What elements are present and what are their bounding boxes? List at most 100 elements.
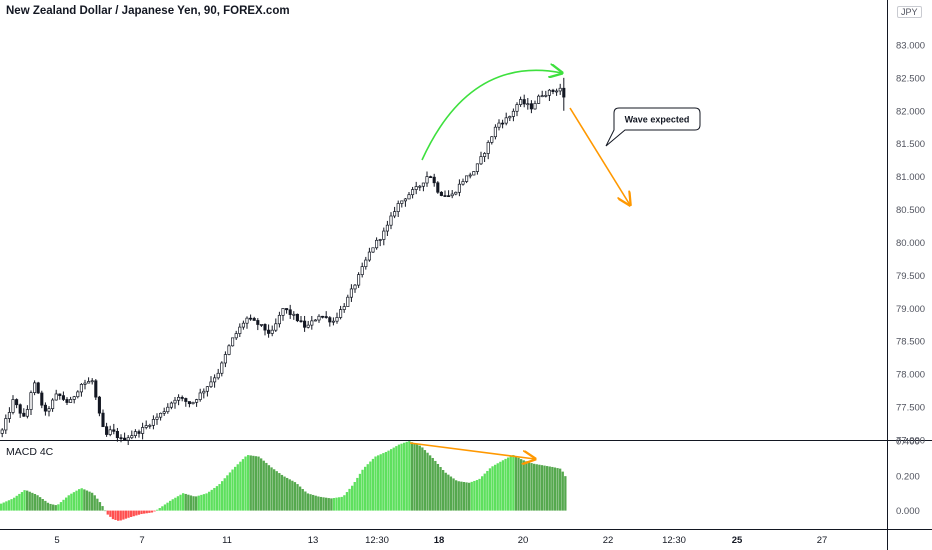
macd-bar <box>148 510 151 513</box>
macd-bar <box>418 445 421 511</box>
macd-bar <box>535 464 538 511</box>
macd-bar <box>267 465 271 511</box>
macd-bar <box>361 469 364 511</box>
candle-body <box>331 320 335 323</box>
macd-bar <box>23 490 26 511</box>
macd-bar <box>447 474 450 511</box>
macd-bar <box>111 510 115 520</box>
macd-bar <box>189 495 193 511</box>
candle-body <box>522 99 526 105</box>
macd-bar <box>36 495 39 511</box>
macd-bar <box>278 473 281 511</box>
macd-bar <box>408 441 411 511</box>
candle-body <box>515 104 519 112</box>
macd-bar <box>158 508 161 511</box>
macd-bar <box>169 500 172 511</box>
macd-bar <box>98 502 102 511</box>
candle-body <box>465 175 469 182</box>
time-tick-label: 12:30 <box>365 535 389 546</box>
macd-bar <box>197 495 200 511</box>
candle-body <box>461 181 465 185</box>
candle-body <box>547 89 551 96</box>
macd-bar <box>257 456 260 511</box>
macd-bar <box>124 510 128 519</box>
candle-body <box>187 401 191 405</box>
macd-bar <box>444 472 447 511</box>
macd-bar <box>369 461 372 511</box>
chart-title: New Zealand Dollar / Japanese Yen, 90, F… <box>6 5 290 17</box>
candle-body <box>353 284 357 290</box>
candle-body <box>184 398 188 402</box>
macd-bar <box>88 491 91 511</box>
callout-wave-expected[interactable]: Wave expected <box>605 107 701 147</box>
price-tick-label: 82.500 <box>896 73 925 84</box>
macd-bar <box>366 464 369 511</box>
candle-body <box>148 424 152 427</box>
candle-body <box>144 425 148 428</box>
candle-body <box>317 315 321 321</box>
time-tick-label: 27 <box>817 535 828 546</box>
macd-bar <box>130 510 133 517</box>
time-tick-label: 22 <box>603 535 614 546</box>
macd-bar <box>330 498 333 511</box>
macd-bar <box>429 455 432 511</box>
macd-bar <box>353 481 356 511</box>
currency-badge[interactable]: JPY <box>897 6 922 18</box>
candle-body <box>288 309 292 315</box>
candle-body <box>270 329 274 334</box>
macd-bar <box>52 504 55 511</box>
macd-bar <box>200 494 203 511</box>
down-arrow-drawing[interactable] <box>569 107 630 205</box>
macd-bar <box>280 474 284 511</box>
candle-body <box>259 324 263 326</box>
macd-bar <box>59 502 63 511</box>
macd-bar <box>351 485 354 511</box>
macd-bar <box>7 500 11 511</box>
macd-bar <box>127 510 130 518</box>
time-tick-label: 11 <box>222 535 232 546</box>
candle-body <box>411 189 415 196</box>
candle-body <box>231 337 235 347</box>
candle-body <box>137 431 141 434</box>
candle-body <box>155 416 159 420</box>
macd-bar <box>486 470 489 511</box>
candle-body <box>97 396 101 414</box>
candle-body <box>245 317 249 324</box>
price-tick-label: 83.000 <box>896 40 925 51</box>
candle-body <box>540 95 544 98</box>
macd-bar <box>382 453 385 511</box>
price-axis[interactable]: 83.000 82.500 82.000 81.500 81.000 80.500 80.0… <box>896 40 925 446</box>
macd-bar <box>205 493 208 511</box>
macd-bar <box>234 466 237 511</box>
macd-bar <box>509 456 512 511</box>
candle-body <box>414 186 418 190</box>
candle-body <box>360 266 364 275</box>
macd-tick-label: 0.000 <box>896 506 920 517</box>
divergence-line-drawing[interactable] <box>409 442 535 459</box>
macd-bar <box>135 510 138 516</box>
macd-bar <box>543 465 546 511</box>
candle-body <box>177 396 181 401</box>
macd-bar <box>10 499 13 511</box>
indicator-label[interactable]: MACD 4C <box>6 446 54 458</box>
macd-bar <box>13 497 16 511</box>
macd-bar <box>288 479 291 511</box>
time-axis[interactable]: 5 7 11 13 12:30 18 20 22 12:30 25 27 <box>54 535 827 546</box>
curved-arrow-drawing[interactable] <box>421 70 562 161</box>
candle-body <box>11 399 15 413</box>
macd-bar <box>410 442 414 511</box>
candle-body <box>162 411 166 414</box>
macd-bar <box>551 466 554 511</box>
macd-bar <box>465 482 468 511</box>
macd-bar <box>176 496 180 511</box>
macd-bar <box>520 459 523 511</box>
macd-bar <box>533 463 536 511</box>
candle-body <box>475 163 479 172</box>
price-tick-label: 82.000 <box>896 106 925 117</box>
candle-body <box>443 195 447 197</box>
macd-bar <box>317 496 320 511</box>
macd-bar <box>473 480 476 511</box>
macd-bar <box>39 497 42 511</box>
macd-bar <box>44 500 47 511</box>
